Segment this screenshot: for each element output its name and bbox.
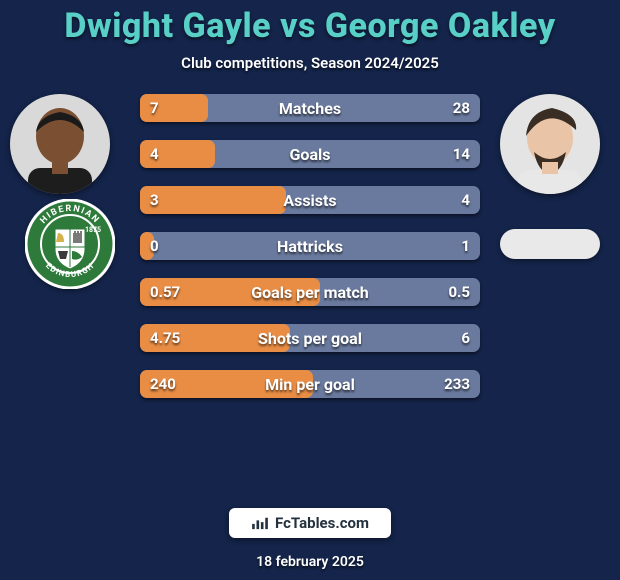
club-right-pill [500,229,600,259]
hibernian-crest-icon: HIBERNIAN EDINBURGH 1875 [25,199,115,289]
club-right [500,214,600,274]
stat-row: 01Hattricks [140,232,480,260]
club-left: HIBERNIAN EDINBURGH 1875 [20,214,120,274]
date-text: 18 february 2025 [256,554,364,570]
stat-row: 728Matches [140,94,480,122]
stat-fill-left [140,324,290,352]
stat-fill-left [140,278,320,306]
stat-row: 34Assists [140,186,480,214]
stats-bars: 728Matches 414Goals 34Assists 01Hattricks 0.… [140,94,480,398]
brand-text: FcTables.com [275,514,369,532]
stat-fill-left [140,94,208,122]
club-left-badge: HIBERNIAN EDINBURGH 1875 [25,199,115,289]
stat-track [140,232,480,260]
stat-row: 4.756Shots per goal [140,324,480,352]
player-left-avatar [10,94,110,194]
body-area: HIBERNIAN EDINBURGH 1875 [10,94,610,494]
stat-row: 0.570.5Goals per match [140,278,480,306]
stat-fill-left [140,370,313,398]
stat-row: 414Goals [140,140,480,168]
stat-row: 240233Min per goal [140,370,480,398]
bar-chart-icon [251,516,269,530]
page-title: Dwight Gayle vs George Oakley [64,6,555,46]
stat-fill-left [140,140,215,168]
comparison-card: Dwight Gayle vs George Oakley Club compe… [0,0,620,580]
stat-fill-left [140,232,154,260]
avatar-left-icon [10,94,110,194]
avatar-right-icon [500,94,600,194]
player-right-avatar [500,94,600,194]
brand-chip[interactable]: FcTables.com [229,508,391,538]
svg-text:1875: 1875 [85,226,101,234]
stat-fill-left [140,186,286,214]
page-subtitle: Club competitions, Season 2024/2025 [181,54,439,72]
